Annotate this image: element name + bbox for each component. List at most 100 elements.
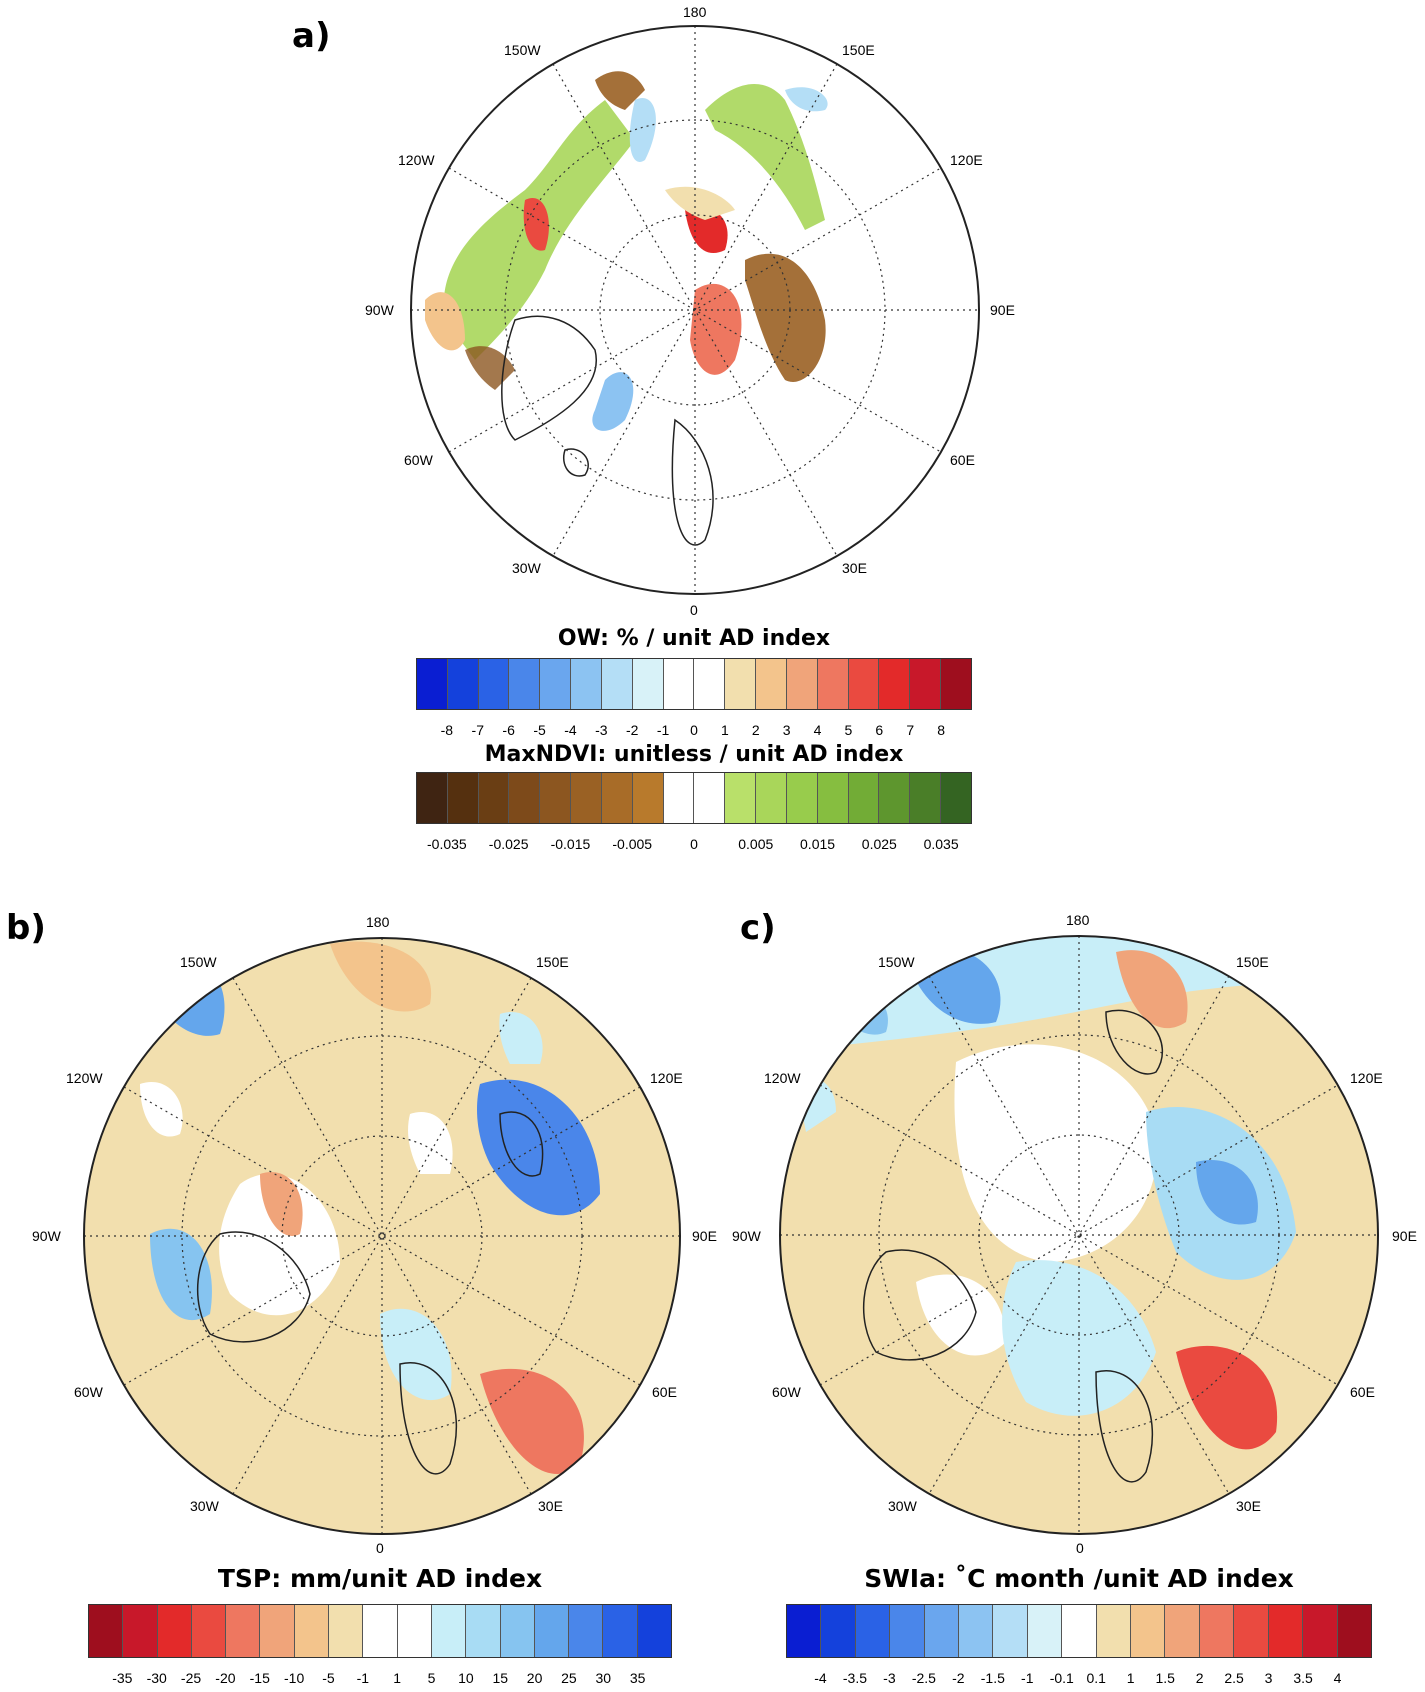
swia-white-region bbox=[916, 1274, 1006, 1356]
ndvi-colorbar-ticks: -0.035 -0.025 -0.015 -0.005 0 0.005 0.015 0.025… bbox=[416, 836, 972, 856]
colorbar-tick-label: -2 bbox=[625, 722, 639, 738]
colorbar-swatch bbox=[571, 773, 602, 823]
colorbar-swatch bbox=[191, 1605, 227, 1657]
colorbar-tick-label: 1 bbox=[720, 722, 729, 738]
colorbar-swatch bbox=[260, 1605, 295, 1657]
colorbar-swatch bbox=[1199, 1605, 1235, 1657]
colorbar-tick-label: -8 bbox=[440, 722, 454, 738]
colorbar-tick-label: -2 bbox=[952, 1670, 965, 1686]
panel-c-label: c) bbox=[740, 908, 776, 948]
lon-label: 0 bbox=[1076, 1540, 1084, 1556]
tsp-white-region bbox=[219, 1173, 340, 1316]
colorbar-tick-label: -4 bbox=[564, 722, 577, 738]
swia-colorbar-title: SWIa: ˚C month /unit AD index bbox=[864, 1564, 1294, 1593]
tsp-blue-region bbox=[150, 1228, 212, 1321]
lon-label: 150W bbox=[878, 954, 915, 970]
ndvi-colorbar bbox=[416, 772, 972, 824]
colorbar-tick-label: -1 bbox=[356, 1670, 370, 1686]
colorbar-tick-label: -0.005 bbox=[612, 836, 653, 852]
colorbar-swatch bbox=[941, 659, 971, 709]
lon-label: 30E bbox=[1236, 1498, 1261, 1514]
colorbar-tick-label: -3 bbox=[595, 722, 608, 738]
colorbar-swatch bbox=[123, 1605, 158, 1657]
colorbar-tick-label: 0.1 bbox=[1086, 1670, 1106, 1686]
colorbar-tick-label: 25 bbox=[561, 1670, 577, 1686]
ow-colorbar bbox=[416, 658, 972, 710]
colorbar-swatch bbox=[447, 659, 479, 709]
colorbar-swatch bbox=[1165, 1605, 1200, 1657]
colorbar-swatch bbox=[417, 659, 448, 709]
colorbar-swatch bbox=[879, 659, 911, 709]
colorbar-tick-label: -3 bbox=[883, 1670, 896, 1686]
colorbar-swatch bbox=[848, 773, 880, 823]
colorbar-swatch bbox=[1268, 1605, 1304, 1657]
lon-label: 150E bbox=[1236, 954, 1269, 970]
tsp-colorbar bbox=[88, 1604, 672, 1658]
colorbar-swatch bbox=[821, 1605, 856, 1657]
colorbar-tick-label: -2.5 bbox=[911, 1670, 936, 1686]
lon-label: 0 bbox=[690, 602, 698, 618]
colorbar-swatch bbox=[890, 1605, 925, 1657]
swia-lightblue-region bbox=[1002, 1260, 1156, 1416]
colorbar-swatch bbox=[725, 773, 757, 823]
colorbar-swatch bbox=[993, 1605, 1028, 1657]
colorbar-tick-label: 2.5 bbox=[1224, 1670, 1244, 1686]
swia-colorbar-ticks: -4 -3.5 -3 -2.5 -2 -1.5 -1 -0.1 0.1 1 1.5 2 2.5 3 3.5 4 bbox=[786, 1670, 1372, 1690]
colorbar-swatch bbox=[1131, 1605, 1166, 1657]
lon-label: 150W bbox=[504, 42, 541, 58]
colorbar-tick-label: 1 bbox=[393, 1670, 402, 1686]
colorbar-tick-label: -1 bbox=[656, 722, 670, 738]
tsp-white-region bbox=[140, 1082, 183, 1137]
lon-label: 30W bbox=[190, 1498, 219, 1514]
colorbar-tick-label: 7 bbox=[906, 722, 915, 738]
lon-label: 150E bbox=[536, 954, 569, 970]
colorbar-tick-label: -10 bbox=[283, 1670, 305, 1686]
colorbar-tick-label: 5 bbox=[427, 1670, 436, 1686]
colorbar-swatch bbox=[509, 659, 541, 709]
lon-label: 120E bbox=[650, 1070, 683, 1086]
ow-colorbar-title: OW: % / unit AD index bbox=[557, 626, 831, 651]
colorbar-tick-label: -0.025 bbox=[488, 836, 529, 852]
colorbar-swatch bbox=[89, 1605, 124, 1657]
colorbar-swatch bbox=[363, 1605, 398, 1657]
colorbar-swatch bbox=[848, 659, 880, 709]
colorbar-swatch bbox=[1062, 1605, 1097, 1657]
colorbar-tick-label: 3.5 bbox=[1293, 1670, 1313, 1686]
tsp-orange-region bbox=[260, 1172, 303, 1236]
coastline bbox=[1095, 1369, 1154, 1483]
panel-b-label: b) bbox=[6, 908, 46, 948]
colorbar-tick-label: 2 bbox=[1195, 1670, 1204, 1686]
colorbar-tick-label: 20 bbox=[526, 1670, 543, 1686]
colorbar-tick-label: 4 bbox=[813, 722, 822, 738]
lon-label: 120W bbox=[398, 152, 435, 168]
colorbar-tick-label: 0.005 bbox=[738, 836, 774, 852]
colorbar-tick-label: -1.5 bbox=[980, 1670, 1005, 1686]
colorbar-swatch bbox=[601, 659, 633, 709]
panel-a-label: a) bbox=[292, 16, 331, 56]
lon-label: 60W bbox=[772, 1384, 801, 1400]
ow-red-region bbox=[523, 198, 549, 251]
ndvi-green-region bbox=[705, 83, 825, 231]
colorbar-tick-label: 0.035 bbox=[923, 836, 959, 852]
colorbar-swatch bbox=[959, 1605, 994, 1657]
tsp-lightblue-region bbox=[499, 1012, 543, 1064]
coastline bbox=[501, 315, 598, 441]
colorbar-swatch bbox=[694, 773, 726, 823]
lon-label: 30W bbox=[888, 1498, 917, 1514]
colorbar-tick-label: -25 bbox=[180, 1670, 202, 1686]
lon-label: 90E bbox=[990, 302, 1015, 318]
colorbar-tick-label: -0.015 bbox=[550, 836, 591, 852]
lon-label: 60W bbox=[74, 1384, 103, 1400]
lon-label: 180 bbox=[1066, 912, 1090, 928]
colorbar-swatch bbox=[571, 659, 602, 709]
colorbar-tick-label: -4 bbox=[814, 1670, 827, 1686]
colorbar-swatch bbox=[157, 1605, 192, 1657]
colorbar-swatch bbox=[294, 1605, 330, 1657]
colorbar-swatch bbox=[540, 773, 572, 823]
colorbar-swatch bbox=[226, 1605, 261, 1657]
colorbar-swatch bbox=[756, 659, 787, 709]
colorbar-tick-label: 3 bbox=[782, 722, 791, 738]
colorbar-tick-label: 4 bbox=[1333, 1670, 1342, 1686]
coastline bbox=[563, 448, 589, 477]
coastline bbox=[863, 1249, 977, 1361]
